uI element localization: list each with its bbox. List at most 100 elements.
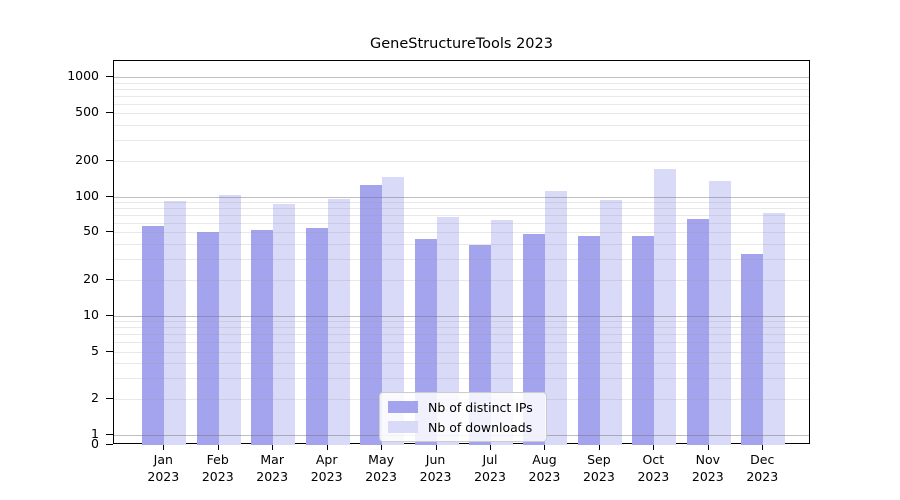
y-tick-label: 10 xyxy=(83,306,99,322)
bar-jan-downloads xyxy=(164,200,187,445)
legend-label-distinct-ips: Nb of distinct IPs xyxy=(428,399,533,415)
x-tick-mark xyxy=(381,445,383,450)
x-tick-mark xyxy=(217,445,219,450)
plot-area: Nb of distinct IPs Nb of downloads xyxy=(113,60,810,445)
x-tick-label-may: May 2023 xyxy=(365,452,397,484)
gridline-minor xyxy=(114,208,809,210)
bar-oct-ips xyxy=(632,235,655,445)
legend-entry-distinct-ips: Nb of distinct IPs xyxy=(388,397,538,417)
x-tick-mark xyxy=(163,445,165,450)
x-tick-label-mar: Mar 2023 xyxy=(256,452,289,484)
x-tick-label-jul: Jul 2023 xyxy=(474,452,506,484)
x-tick-label-apr: Apr 2023 xyxy=(310,452,343,484)
gridline-minor xyxy=(114,279,809,281)
y-tick-label: 20 xyxy=(83,270,99,286)
legend-label-downloads: Nb of downloads xyxy=(428,419,533,435)
x-tick-label-jan: Jan 2023 xyxy=(147,452,180,484)
gridline-minor xyxy=(114,342,809,344)
legend-swatch-ips xyxy=(388,401,418,413)
y-tick-label: 500 xyxy=(75,104,99,120)
bar-apr-ips xyxy=(305,227,328,445)
x-tick-label-feb: Feb 2023 xyxy=(201,452,234,484)
x-tick-label-dec: Dec 2023 xyxy=(746,452,779,484)
y-tick-label: 100 xyxy=(75,187,99,203)
legend-box: Nb of distinct IPs Nb of downloads xyxy=(379,392,547,442)
x-tick-mark xyxy=(653,445,655,450)
gridline-minor xyxy=(114,215,809,217)
bar-feb-downloads xyxy=(218,195,241,445)
gridline-minor xyxy=(114,244,809,246)
gridline-minor xyxy=(114,113,809,115)
y-tick-mark xyxy=(106,195,113,197)
bar-aug-downloads xyxy=(545,191,568,445)
gridline-minor xyxy=(114,160,809,162)
y-tick-label: 0 xyxy=(91,436,99,451)
gridline-minor xyxy=(114,363,809,365)
y-tick-label: 5 xyxy=(91,342,99,358)
x-tick-label-aug: Aug 2023 xyxy=(528,452,561,484)
gridline-minor xyxy=(114,88,809,90)
bar-apr-downloads xyxy=(327,199,350,445)
gridline-minor xyxy=(114,334,809,336)
gridline-minor xyxy=(114,232,809,234)
bar-nov-ips xyxy=(686,218,709,445)
bar-jul-downloads xyxy=(491,219,513,445)
y-tick-label: 200 xyxy=(75,151,99,167)
bar-nov-downloads xyxy=(708,181,731,445)
gridline-minor xyxy=(114,327,809,329)
legend-swatch-downloads xyxy=(388,421,418,433)
y-tick-mark xyxy=(106,231,113,233)
x-tick-label-jun: Jun 2023 xyxy=(419,452,452,484)
bar-may-ips xyxy=(360,184,383,445)
y-tick-mark xyxy=(106,278,113,280)
y-tick-mark xyxy=(106,159,113,161)
y-tick-mark xyxy=(106,314,113,316)
gridline-minor xyxy=(114,321,809,323)
bar-oct-downloads xyxy=(654,169,677,445)
x-tick-mark xyxy=(490,445,491,450)
x-tick-mark xyxy=(272,445,274,450)
y-tick-mark xyxy=(106,444,113,445)
y-tick-mark xyxy=(106,76,113,78)
x-tick-label-sep: Sep 2023 xyxy=(582,452,615,484)
gridline-minor xyxy=(114,351,809,353)
y-tick-label: 1000 xyxy=(67,68,99,84)
gridline-minor xyxy=(114,103,809,105)
gridline-minor xyxy=(114,95,809,97)
bar-feb-ips xyxy=(196,232,219,445)
gridline-minor xyxy=(114,223,809,225)
legend-entry-downloads: Nb of downloads xyxy=(388,417,538,437)
x-tick-mark xyxy=(435,445,437,450)
gridline-minor xyxy=(114,202,809,204)
bar-may-downloads xyxy=(382,177,405,445)
gridline-minor xyxy=(114,139,809,141)
y-tick-mark xyxy=(106,350,113,352)
gridline-major xyxy=(114,77,809,79)
y-tick-label: 2 xyxy=(91,390,99,406)
bar-sep-ips xyxy=(577,235,600,445)
y-tick-label: 50 xyxy=(83,223,99,239)
y-tick-mark xyxy=(106,112,113,114)
bar-dec-downloads xyxy=(763,212,786,445)
gridline-minor xyxy=(114,82,809,84)
gridline-major xyxy=(114,196,809,198)
chart-title: GeneStructureTools 2023 xyxy=(370,36,553,52)
grid-layer xyxy=(114,61,809,443)
y-tick-mark xyxy=(106,434,113,435)
bar-sep-downloads xyxy=(599,200,622,445)
x-tick-mark xyxy=(762,445,764,450)
x-tick-label-oct: Oct 2023 xyxy=(637,452,670,484)
x-tick-mark xyxy=(598,445,600,450)
bar-jun-downloads xyxy=(436,217,459,445)
y-tick-mark xyxy=(106,398,113,400)
bar-mar-ips xyxy=(251,230,274,445)
bar-jan-ips xyxy=(142,225,165,445)
bar-mar-downloads xyxy=(273,204,296,445)
bar-dec-ips xyxy=(741,253,764,445)
gridline-minor xyxy=(114,258,809,260)
x-tick-mark xyxy=(707,445,709,450)
x-tick-mark xyxy=(326,445,328,450)
gridline-major xyxy=(114,315,809,317)
y-tick-label: 1 xyxy=(91,426,99,441)
